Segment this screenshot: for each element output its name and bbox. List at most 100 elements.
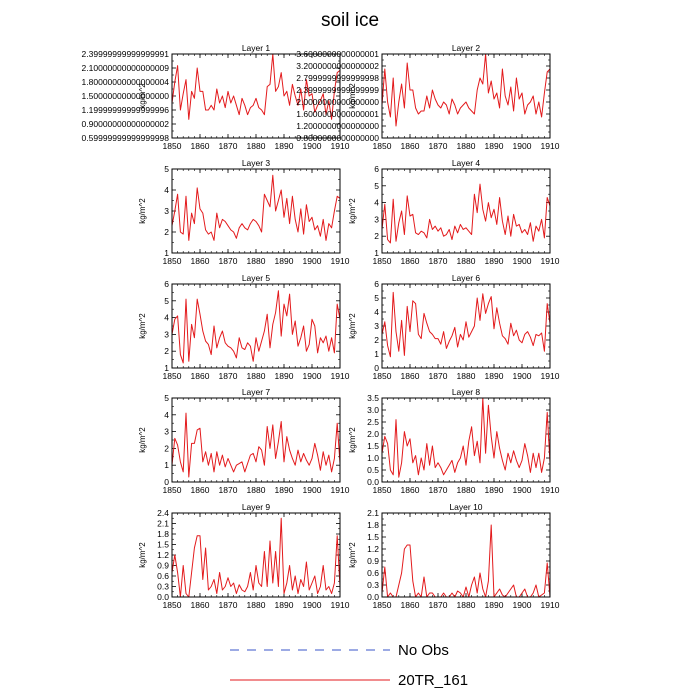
- panel-layer-10: Layer 10 kg/m^2 1850 1860 1870 1880 1890 1900 19…: [348, 502, 560, 610]
- y-tick-label: 2: [374, 231, 379, 241]
- x-tick-label: 1850: [373, 371, 392, 381]
- x-tick-label: 1850: [163, 485, 182, 495]
- x-tick-label: 1890: [485, 371, 504, 381]
- y-tick-label: 0.8000000000000000: [296, 133, 379, 143]
- y-tick-label: 1.5: [157, 540, 169, 550]
- y-tick-label: 2.1: [367, 508, 379, 518]
- y-tick-label: 0.3: [367, 580, 379, 590]
- x-tick-label: 1860: [401, 371, 420, 381]
- panel-title-layer-9: Layer 9: [242, 502, 271, 512]
- x-tick-label: 1850: [373, 485, 392, 495]
- panel-title-layer-10: Layer 10: [449, 502, 482, 512]
- y-tick-label: 5: [164, 393, 169, 403]
- y-tick-label: 6: [374, 164, 379, 174]
- x-tick-label: 1890: [275, 371, 294, 381]
- y-tick-label: 0.9: [367, 556, 379, 566]
- y-tick-label: 6: [164, 279, 169, 289]
- y-tick-label: 1.5: [367, 532, 379, 542]
- x-tick-label: 1900: [303, 141, 322, 151]
- x-tick-label: 1890: [485, 485, 504, 495]
- y-tick-label: 5: [164, 164, 169, 174]
- y-axis-label-layer-9: kg/m^2: [138, 542, 147, 568]
- x-tick-label: 1910: [331, 371, 350, 381]
- x-tick-label: 1880: [247, 141, 266, 151]
- y-tick-label: 1.50000000000000000: [82, 91, 170, 101]
- x-tick-label: 1880: [247, 371, 266, 381]
- plot-frame-layer-6: [381, 283, 551, 369]
- y-axis-label-layer-4: kg/m^2: [348, 198, 357, 224]
- legend-label-no-obs: No Obs: [398, 642, 449, 659]
- plot-frame-layer-10: [381, 512, 551, 598]
- x-tick-label: 1910: [541, 371, 560, 381]
- y-tick-label: 2.3999999999999999: [296, 85, 379, 95]
- x-tick-label: 1860: [401, 256, 420, 266]
- x-tick-label: 1870: [429, 485, 448, 495]
- x-tick-label: 1870: [219, 141, 238, 151]
- x-tick-label: 1850: [373, 600, 392, 610]
- series-line-layer-7: [171, 412, 341, 478]
- x-tick-label: 1870: [219, 485, 238, 495]
- y-tick-label: 1: [374, 349, 379, 359]
- y-axis-label-layer-1: kg/m^2: [138, 83, 147, 109]
- y-tick-label: 4: [164, 313, 169, 323]
- x-tick-label: 1890: [275, 600, 294, 610]
- x-tick-label: 1870: [429, 141, 448, 151]
- x-tick-label: 1900: [513, 256, 532, 266]
- y-axis-label-layer-8: kg/m^2: [348, 427, 357, 453]
- y-tick-label: 3: [164, 427, 169, 437]
- x-tick-label: 1860: [191, 141, 210, 151]
- y-tick-label: 1: [164, 363, 169, 373]
- y-tick-label: 2: [164, 227, 169, 237]
- x-tick-label: 1910: [331, 600, 350, 610]
- legend-label-20tr-161: 20TR_161: [398, 672, 468, 689]
- plot-frame-layer-9: [171, 512, 341, 598]
- x-tick-label: 1910: [541, 600, 560, 610]
- y-tick-label: 3.0: [367, 405, 379, 415]
- x-tick-label: 1850: [163, 600, 182, 610]
- plot-frame-layer-8: [381, 397, 551, 483]
- y-tick-label: 0.6: [157, 571, 169, 581]
- x-tick-label: 1850: [163, 141, 182, 151]
- y-tick-label: 1.19999999999999996: [82, 105, 170, 115]
- x-tick-label: 1890: [485, 256, 504, 266]
- plot-frame-layer-1: [171, 53, 341, 139]
- x-tick-label: 1900: [513, 600, 532, 610]
- x-tick-label: 1850: [373, 256, 392, 266]
- x-tick-label: 1910: [541, 485, 560, 495]
- x-tick-label: 1860: [191, 485, 210, 495]
- panels-group: Layer 1 kg/m^2 1850 1860 1870 1880 1890 1900 191…: [82, 43, 560, 610]
- x-tick-label: 1880: [457, 600, 476, 610]
- x-tick-label: 1910: [331, 141, 350, 151]
- y-tick-label: 2.1: [157, 519, 169, 529]
- y-axis-label-layer-3: kg/m^2: [138, 198, 147, 224]
- series-line-layer-10: [381, 524, 551, 598]
- x-tick-label: 1890: [485, 600, 504, 610]
- x-tick-label: 1850: [163, 371, 182, 381]
- series-line-layer-2: [381, 53, 551, 127]
- panel-title-layer-6: Layer 6: [452, 273, 481, 283]
- x-tick-label: 1900: [513, 141, 532, 151]
- y-tick-label: 1.80000000000000004: [82, 77, 170, 87]
- plot-frame-layer-7: [171, 397, 341, 483]
- x-tick-label: 1870: [219, 600, 238, 610]
- x-tick-label: 1890: [275, 141, 294, 151]
- x-tick-label: 1910: [331, 485, 350, 495]
- panel-layer-9: Layer 9 kg/m^2 1850 1860 1870 1880 1890 1900 191…: [138, 502, 350, 610]
- x-tick-label: 1880: [247, 485, 266, 495]
- y-tick-label: 1: [164, 460, 169, 470]
- y-tick-label: 2.5: [367, 417, 379, 427]
- y-tick-label: 3: [164, 206, 169, 216]
- x-tick-label: 1870: [429, 256, 448, 266]
- x-tick-label: 1880: [457, 485, 476, 495]
- y-tick-label: 1.2000000000000000: [296, 121, 379, 131]
- y-tick-label: 0.0: [367, 477, 379, 487]
- panel-layer-5: Layer 5 kg/m^2 1850 1860 1870 1880 1890 1900 191…: [138, 273, 350, 381]
- x-tick-label: 1900: [303, 256, 322, 266]
- plot-frame-layer-3: [171, 168, 341, 254]
- y-tick-label: 3.5: [367, 393, 379, 403]
- x-tick-label: 1860: [401, 600, 420, 610]
- panel-title-layer-2: Layer 2: [452, 43, 481, 53]
- y-axis-label-layer-7: kg/m^2: [138, 427, 147, 453]
